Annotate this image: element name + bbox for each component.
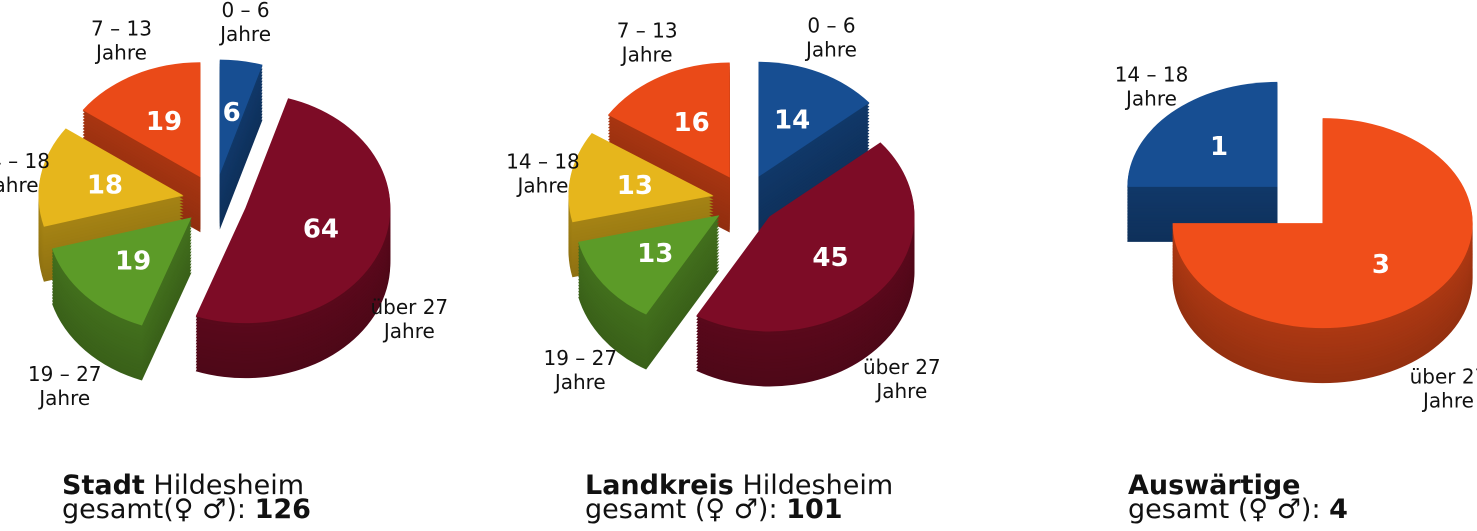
slice-top bbox=[568, 133, 714, 223]
category-label-line: über 27 bbox=[863, 355, 941, 379]
slice bbox=[758, 61, 870, 232]
category-label: 19 – 27 Jahre bbox=[28, 362, 102, 410]
title: Hildesheim bbox=[153, 470, 304, 501]
category-label-line: Jahre bbox=[620, 42, 673, 66]
category-label-line: Jahre bbox=[516, 174, 569, 198]
slice-top bbox=[578, 215, 720, 315]
category-label: 19 – 27 Jahre bbox=[543, 346, 617, 394]
total-line: gesamt (♀ ♂): 4 bbox=[1128, 494, 1348, 525]
slice-top bbox=[608, 62, 730, 178]
value-label: 19 bbox=[146, 107, 182, 137]
total-label: gesamt(♀ ♂): bbox=[62, 494, 246, 525]
total-line: gesamt (♀ ♂): 101 bbox=[585, 494, 843, 525]
value-label: 6 bbox=[223, 98, 241, 128]
value-label: 13 bbox=[617, 171, 653, 201]
value-label: 14 bbox=[774, 105, 810, 135]
category-label-line: 0 – 6 bbox=[807, 13, 855, 37]
slice bbox=[51, 217, 192, 381]
slice-top bbox=[38, 128, 184, 227]
slice-top bbox=[1172, 118, 1473, 329]
total: 101 bbox=[786, 494, 842, 525]
title: Hildesheim bbox=[742, 470, 893, 501]
slice-top bbox=[219, 59, 263, 175]
category-label-line: Jahre bbox=[1124, 86, 1177, 110]
category-label-line: 19 – 27 bbox=[28, 362, 102, 386]
category-label-line: Jahre bbox=[218, 22, 271, 46]
slice bbox=[219, 59, 263, 230]
value-label: 45 bbox=[812, 243, 848, 273]
category-label-line: Jahre bbox=[1421, 389, 1474, 413]
total-line: gesamt(♀ ♂): 126 bbox=[62, 494, 311, 525]
category-label-line: Jahre bbox=[0, 173, 39, 197]
category-label-line: Jahre bbox=[382, 319, 435, 343]
category-label: 7 – 13 Jahre bbox=[617, 18, 678, 66]
title-bold: Stadt bbox=[62, 470, 145, 501]
chart-title: Landkreis Hildesheim bbox=[585, 470, 893, 501]
category-label-line: Jahre bbox=[804, 37, 857, 61]
category-label-line: über 27 bbox=[370, 295, 448, 319]
slice bbox=[1127, 81, 1278, 242]
category-label-line: Jahre bbox=[37, 386, 90, 410]
slice-top bbox=[195, 98, 391, 324]
category-label-line: 14 – 18 bbox=[0, 149, 50, 173]
category-label: 0 – 6 Jahre bbox=[218, 0, 271, 46]
total: 4 bbox=[1329, 494, 1348, 525]
chart-title: Auswärtige bbox=[1128, 470, 1300, 501]
slice-top bbox=[82, 62, 201, 178]
value-label: 13 bbox=[637, 239, 673, 269]
slice-top bbox=[696, 142, 915, 332]
value-label: 3 bbox=[1372, 250, 1390, 280]
category-label: 7 – 13 Jahre bbox=[91, 16, 152, 64]
category-label-line: Jahre bbox=[874, 379, 927, 403]
slice bbox=[696, 142, 915, 387]
value-label: 1 bbox=[1210, 132, 1228, 162]
category-label-line: 7 – 13 bbox=[617, 18, 678, 42]
category-label-line: Jahre bbox=[553, 370, 606, 394]
slice-top bbox=[1127, 81, 1278, 187]
slice bbox=[578, 215, 720, 370]
value-label: 19 bbox=[115, 246, 151, 276]
category-label: 0 – 6 Jahre bbox=[804, 13, 857, 61]
category-label-line: 19 – 27 bbox=[543, 346, 617, 370]
value-label: 64 bbox=[303, 214, 339, 244]
slice bbox=[1172, 118, 1473, 384]
category-label-line: 7 – 13 bbox=[91, 16, 152, 40]
category-label-line: 14 – 18 bbox=[506, 150, 580, 174]
total: 126 bbox=[255, 494, 311, 525]
value-label: 18 bbox=[87, 171, 123, 201]
total-label: gesamt (♀ ♂): bbox=[1128, 494, 1321, 525]
chart-title: Stadt Hildesheim bbox=[62, 470, 304, 501]
total-label: gesamt (♀ ♂): bbox=[585, 494, 778, 525]
category-label-line: Jahre bbox=[94, 40, 147, 64]
category-label-line: 0 – 6 bbox=[221, 0, 269, 22]
slice-top bbox=[51, 217, 192, 326]
slice bbox=[195, 98, 391, 379]
value-label: 16 bbox=[674, 108, 710, 138]
category-label-line: 14 – 18 bbox=[1115, 62, 1189, 86]
slice-top bbox=[758, 61, 870, 177]
title-bold: Landkreis bbox=[585, 470, 734, 501]
category-label-line: über 27 bbox=[1410, 365, 1477, 389]
